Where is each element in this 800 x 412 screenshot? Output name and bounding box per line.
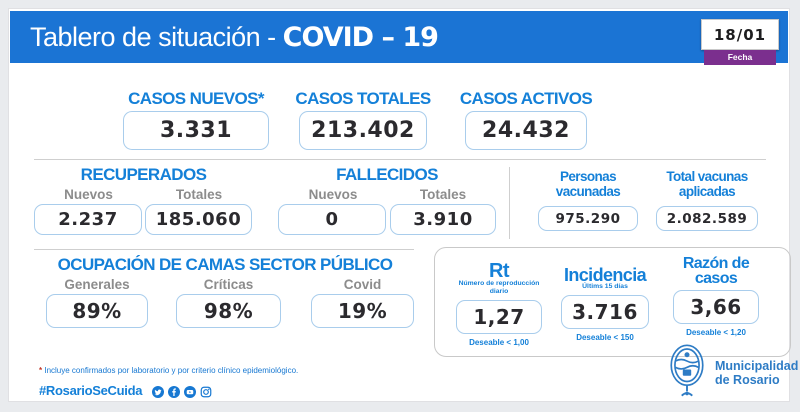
- recuperados-totales: Totales 185.060: [145, 185, 253, 235]
- footnote: * Incluye confirmados por laboratorio y …: [39, 366, 298, 375]
- ocupacion-criticas: Críticas 98%: [176, 277, 281, 328]
- indicator-razon-casos: Razón de casos 3,66 Deseable < 1,20: [661, 248, 771, 356]
- stat-value: 3.331: [123, 111, 269, 150]
- column-label: Generales: [64, 277, 130, 292]
- fallecidos-nuevos: Nuevos 0: [278, 185, 388, 235]
- stat-label-line2: aplicadas: [678, 183, 736, 199]
- social-icons: [152, 385, 212, 398]
- stat-label: Personas vacunadas: [530, 169, 646, 199]
- column-value: 19%: [311, 294, 414, 328]
- indicator-subtitle: Número de reproducción diario: [458, 280, 540, 295]
- ocupacion-generales: Generales 89%: [46, 277, 148, 328]
- column-label: Nuevos: [308, 187, 358, 202]
- stat-label: CASOS ACTIVOS: [459, 89, 593, 108]
- indicator-title: Rt: [489, 260, 510, 282]
- divider-top: [34, 159, 766, 160]
- stat-value: 975.290: [538, 206, 638, 232]
- indicator-target: Deseable < 1,20: [686, 328, 746, 337]
- section-title: OCUPACIÓN DE CAMAS SECTOR PÚBLICO: [57, 255, 393, 274]
- instagram-icon[interactable]: [200, 385, 212, 397]
- date-widget: 18/01 Fecha: [701, 19, 779, 65]
- page-title-bold: COVID – 19: [282, 21, 439, 53]
- column-value: 185.060: [145, 204, 252, 235]
- stat-total-vacunas: Total vacunas aplicadas 2.082.589: [648, 169, 766, 232]
- indicator-value: 3,66: [673, 290, 759, 324]
- ocupacion-covid: Covid 19%: [311, 277, 414, 328]
- footnote-text: Incluye confirmados por laboratorio y po…: [42, 366, 299, 375]
- column-label: Totales: [175, 187, 223, 202]
- municipality-name-line2: de Rosario: [715, 373, 780, 387]
- stat-label-line1: Personas: [560, 169, 617, 184]
- indicator-target: Deseable < 1,00: [469, 337, 529, 347]
- date-label: Fecha: [704, 50, 776, 65]
- divider-ocupacion: [34, 249, 414, 250]
- indicator-subtitle: Últims 15 días: [582, 283, 628, 290]
- stat-casos-activos: CASOS ACTIVOS 24.432: [451, 89, 601, 150]
- hashtag-rosario-se-cuida: #RosarioSeCuida: [39, 383, 143, 398]
- column-value: 3.910: [390, 204, 496, 235]
- page-title: Tablero de situación - COVID – 19: [30, 21, 439, 53]
- stat-value: 213.402: [299, 111, 427, 150]
- stat-value: 24.432: [465, 111, 587, 150]
- column-label: Totales: [419, 187, 467, 202]
- section-title: FALLECIDOS: [336, 165, 438, 184]
- section-ocupacion-camas: OCUPACIÓN DE CAMAS SECTOR PÚBLICO: [34, 255, 416, 275]
- stat-personas-vacunadas: Personas vacunadas 975.290: [530, 169, 646, 232]
- indicator-rt: Rt Número de reproducción diario 1,27 De…: [443, 248, 555, 356]
- column-label: Nuevos: [64, 187, 113, 202]
- stat-label: CASOS NUEVOS*: [128, 89, 264, 108]
- column-label: Covid: [343, 277, 382, 292]
- section-recuperados: RECUPERADOS Nuevos 2.237 Totales 185.060: [34, 165, 253, 235]
- indicator-value: 1,27: [456, 299, 542, 334]
- facebook-icon[interactable]: [168, 385, 181, 398]
- stat-casos-totales: CASOS TOTALES 213.402: [286, 89, 440, 150]
- municipality-logo: Municipalidad de Rosario: [666, 343, 798, 403]
- stat-label: CASOS TOTALES: [295, 89, 431, 108]
- indicator-target: Deseable < 150: [576, 333, 634, 342]
- indicator-value: 3.716: [561, 295, 649, 329]
- indicator-title: Razón de casos: [682, 255, 750, 287]
- column-value: 2.237: [34, 204, 142, 235]
- indicator-title: Incidencia: [563, 265, 647, 285]
- date-value: 18/01: [701, 19, 779, 50]
- dashboard-card: Tablero de situación - COVID – 19 18/01 …: [8, 8, 798, 402]
- youtube-icon[interactable]: [184, 385, 197, 398]
- stat-label-line2: vacunadas: [555, 183, 621, 199]
- stat-label: Total vacunas aplicadas: [648, 169, 766, 199]
- section-title: RECUPERADOS: [80, 165, 207, 184]
- municipality-name-line1: Municipalidad: [715, 359, 799, 373]
- divider-vaccines: [509, 167, 510, 239]
- column-value: 89%: [46, 294, 148, 328]
- fallecidos-totales: Totales 3.910: [390, 185, 496, 235]
- municipality-name: Municipalidad de Rosario: [715, 359, 798, 387]
- footer-social-row: #RosarioSeCuida: [39, 383, 212, 398]
- indicators-panel: Rt Número de reproducción diario 1,27 De…: [434, 247, 791, 357]
- twitter-icon[interactable]: [152, 385, 165, 398]
- section-fallecidos: FALLECIDOS Nuevos 0 Totales 3.910: [278, 165, 496, 235]
- municipality-crest-icon: [666, 343, 708, 403]
- stat-label-line1: Total vacunas: [666, 169, 748, 184]
- column-label: Críticas: [203, 277, 254, 292]
- recuperados-nuevos: Nuevos 2.237: [34, 185, 143, 235]
- indicator-incidencia: Incidencia Últims 15 días 3.716 Deseable…: [550, 248, 660, 356]
- page-title-regular: Tablero de situación -: [30, 21, 283, 52]
- stat-value: 2.082.589: [656, 206, 758, 232]
- column-value: 0: [278, 204, 386, 235]
- header-bar: Tablero de situación - COVID – 19 18/01 …: [10, 11, 788, 65]
- column-value: 98%: [176, 294, 281, 328]
- stat-casos-nuevos: CASOS NUEVOS* 3.331: [111, 89, 281, 150]
- footnote-asterisk: *: [39, 366, 43, 375]
